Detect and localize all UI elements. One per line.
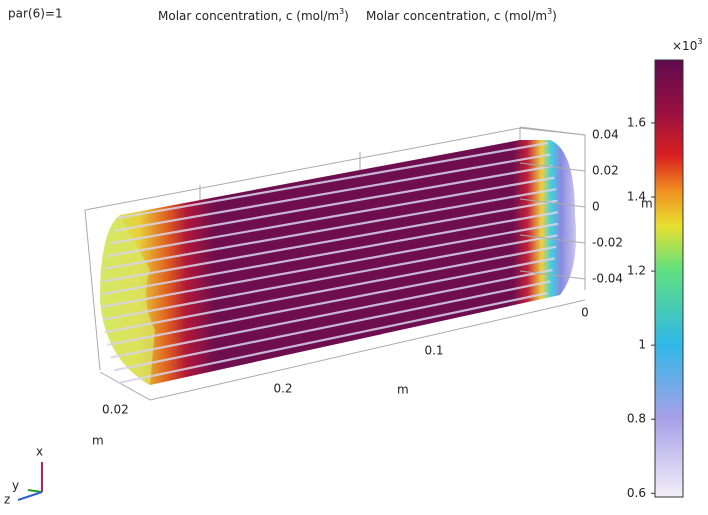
triad-label: y — [12, 479, 19, 493]
z-axis-unit: m — [641, 197, 653, 211]
cylinder — [100, 140, 576, 385]
title-sup: 3 — [547, 7, 552, 16]
y-axis-unit: m — [92, 434, 104, 448]
colorbar: ×103 1.6 1.4 1.2 1 0.8 0.6 — [627, 37, 703, 500]
multiplier-sup: 3 — [697, 37, 702, 46]
x-tick-label: 0.1 — [424, 344, 443, 358]
triad-label: x — [36, 445, 43, 459]
x-axis: 0 0.1 0.2 — [273, 306, 588, 396]
z-tick — [519, 198, 586, 208]
z-tick-label: 0.04 — [592, 128, 619, 142]
colorbar-tick-label: 1 — [638, 338, 646, 352]
title-text: Molar concentration, c (mol/m — [158, 9, 339, 23]
title-end: ) — [344, 9, 349, 23]
z-tick — [519, 126, 586, 136]
multiplier-text: ×10 — [672, 39, 697, 53]
x-axis-unit: m — [397, 383, 409, 397]
z-tick-label: -0.04 — [592, 272, 623, 286]
axis-triad: x y z — [4, 445, 43, 507]
colorbar-tick-label: 0.8 — [627, 412, 646, 426]
y-tick-label: 0.02 — [102, 403, 129, 417]
title-end: ) — [552, 9, 557, 23]
z-tick-label: 0.02 — [592, 164, 619, 178]
z-tick — [519, 162, 586, 172]
z-tick-label: -0.02 — [592, 236, 623, 250]
title-text: Molar concentration, c (mol/m — [366, 9, 547, 23]
x-tick-label: 0 — [581, 306, 589, 320]
colorbar-tick-label: 1.6 — [627, 115, 646, 129]
z-tick-label: 0 — [592, 200, 600, 214]
plot-title: Molar concentration, c (mol/m3) — [158, 7, 349, 23]
triad-label: z — [4, 493, 10, 507]
z-tick — [519, 270, 586, 280]
colorbar-multiplier: ×103 — [672, 37, 702, 53]
colorbar-scale — [654, 59, 684, 498]
parameter-label: par(6)=1 — [8, 7, 63, 21]
stripes — [101, 141, 559, 385]
title-sup: 3 — [339, 7, 344, 16]
z-tick — [519, 234, 586, 244]
colorbar-tick-label: 1.2 — [627, 264, 646, 278]
colorbar-tick-label: 0.6 — [627, 486, 646, 500]
z-axis: 0.04 0.02 0 -0.02 -0.04 — [519, 126, 623, 286]
x-tick-label: 0.2 — [273, 382, 292, 396]
colorbar-tick-label: 1.4 — [627, 190, 646, 204]
plot-title: Molar concentration, c (mol/m3) — [366, 7, 557, 23]
